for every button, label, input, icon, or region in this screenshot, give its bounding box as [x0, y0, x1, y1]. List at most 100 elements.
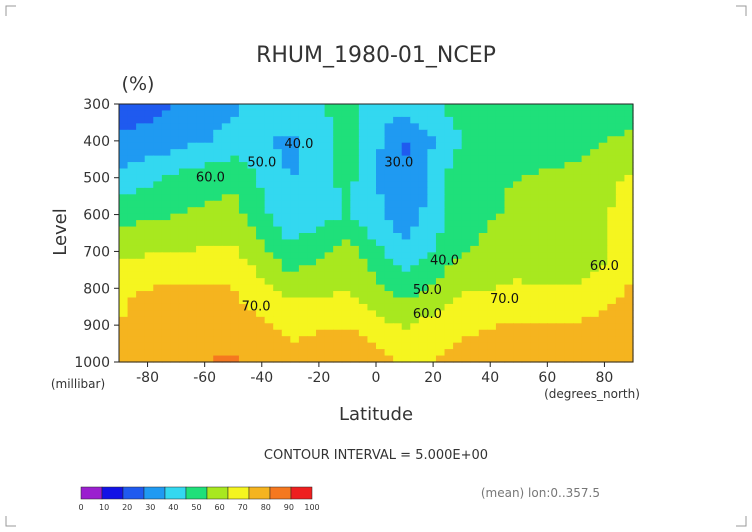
- contour-cell: [418, 349, 428, 357]
- contour-cell: [624, 200, 634, 208]
- contour-cell: [487, 284, 497, 292]
- contour-cell: [204, 213, 214, 221]
- contour-cell: [187, 245, 197, 253]
- contour-cell: [427, 239, 437, 247]
- contour-cell: [367, 181, 377, 189]
- contour-cell: [119, 149, 129, 157]
- contour-cell: [264, 207, 274, 215]
- contour-cell: [247, 187, 257, 195]
- contour-cell: [470, 233, 480, 241]
- contour-cell: [290, 252, 300, 260]
- contour-cell: [178, 168, 189, 176]
- contour-cell: [590, 142, 600, 150]
- contour-cell: [196, 297, 206, 305]
- contour-cell: [547, 336, 557, 344]
- contour-cell: [401, 174, 411, 182]
- contour-cell: [444, 355, 454, 363]
- contour-cell: [478, 226, 488, 234]
- contour-cell: [187, 110, 197, 118]
- contour-cell: [615, 310, 626, 318]
- contour-cell: [178, 200, 189, 208]
- contour-cell: [461, 291, 471, 299]
- contour-cell: [333, 252, 343, 260]
- contour-cell: [564, 168, 574, 176]
- contour-cell: [247, 142, 257, 150]
- contour-cell: [384, 271, 394, 279]
- contour-cell: [607, 265, 617, 273]
- contour-cell: [178, 181, 189, 189]
- contour-cell: [290, 149, 300, 157]
- contour-cell: [333, 129, 343, 137]
- contour-cell: [136, 355, 146, 363]
- contour-cell: [624, 194, 634, 202]
- contour-cell: [290, 129, 300, 137]
- contour-cell: [461, 174, 471, 182]
- contour-cell: [187, 123, 197, 131]
- contour-cell: [256, 284, 266, 292]
- contour-cell: [247, 316, 257, 324]
- contour-cell: [573, 226, 583, 234]
- contour-cell: [290, 239, 300, 247]
- contour-cell: [607, 316, 617, 324]
- contour-cell: [598, 284, 608, 292]
- contour-cell: [547, 194, 557, 202]
- contour-cell: [444, 181, 454, 189]
- contour-cell: [298, 213, 309, 221]
- contour-cell: [410, 284, 420, 292]
- contour-cell: [153, 310, 163, 318]
- contour-cell: [161, 194, 171, 202]
- contour-cell: [376, 310, 386, 318]
- contour-cell: [564, 149, 574, 157]
- contour-cell: [521, 258, 531, 266]
- contour-cell: [573, 329, 583, 337]
- contour-cell: [401, 239, 411, 247]
- contour-cell: [504, 291, 514, 299]
- contour-cell: [547, 342, 557, 350]
- contour-cell: [573, 271, 583, 279]
- contour-cell: [607, 207, 617, 215]
- contour-cell: [393, 233, 403, 241]
- contour-cell: [178, 271, 189, 279]
- contour-cell: [530, 303, 540, 311]
- contour-cell: [401, 226, 411, 234]
- contour-cell: [427, 323, 437, 331]
- contour-cell: [316, 220, 326, 228]
- contour-cell: [307, 200, 317, 208]
- contour-cell: [213, 226, 223, 234]
- contour-cell: [384, 323, 394, 331]
- contour-cell: [290, 155, 300, 163]
- contour-cell: [470, 239, 480, 247]
- contour-cell: [590, 316, 600, 324]
- contour-cell: [161, 116, 171, 124]
- contour-cell: [144, 245, 154, 253]
- contour-cell: [581, 316, 591, 324]
- contour-cell: [230, 336, 240, 344]
- contour-cell: [376, 271, 386, 279]
- contour-cell: [547, 323, 557, 331]
- contour-cell: [624, 129, 634, 137]
- contour-cell: [495, 316, 506, 324]
- contour-cell: [358, 291, 369, 299]
- contour-cell: [273, 187, 283, 195]
- contour-cell: [590, 207, 600, 215]
- contour-cell: [221, 265, 231, 273]
- contour-cell: [281, 284, 291, 292]
- contour-cell: [127, 291, 137, 299]
- contour-cell: [170, 123, 180, 131]
- contour-cell: [521, 123, 531, 131]
- contour-cell: [435, 329, 446, 337]
- contour-cell: [367, 342, 377, 350]
- contour-cell: [401, 220, 411, 228]
- contour-cell: [581, 187, 591, 195]
- contour-cell: [470, 303, 480, 311]
- contour-cell: [358, 200, 369, 208]
- contour-cell: [341, 252, 351, 260]
- contour-cell: [555, 245, 566, 253]
- contour-cell: [521, 181, 531, 189]
- contour-cell: [290, 181, 300, 189]
- contour-cell: [615, 162, 626, 170]
- plot-area: [119, 104, 634, 363]
- contour-cell: [624, 252, 634, 260]
- contour-cell: [461, 194, 471, 202]
- contour-cell: [178, 149, 189, 157]
